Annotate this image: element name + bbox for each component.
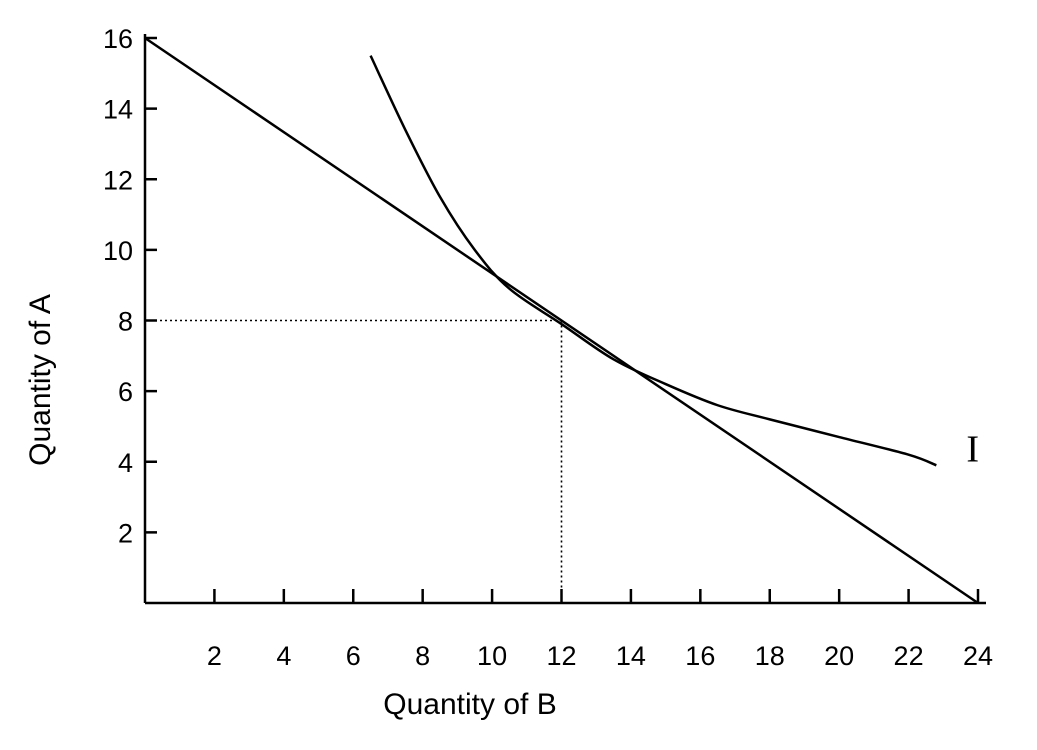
x-tick-label: 6 [346,641,361,671]
y-tick-label: 8 [118,307,133,337]
x-tick-label: 16 [685,641,715,671]
y-tick-label: 6 [118,377,133,407]
y-tick-label: 14 [103,95,133,125]
x-tick-label: 8 [415,641,430,671]
x-axis-title: Quantity of B [383,688,556,721]
x-tick-label: 18 [755,641,785,671]
x-tick-label: 22 [894,641,924,671]
curve-label-I: I [966,428,979,470]
y-tick-label: 16 [103,24,133,54]
series [144,36,979,605]
x-tick-label: 24 [963,641,993,671]
y-tick-label: 2 [118,518,133,548]
x-tick-label: 4 [276,641,291,671]
x-tick-label: 12 [546,641,576,671]
x-tick-label: 2 [207,641,222,671]
y-tick-label: 12 [103,165,133,195]
y-tick-label: 10 [103,236,133,266]
indifference-curve [369,55,937,467]
budget-line [144,36,979,605]
y-axis-title: Quantity of A [24,294,57,466]
x-tick-label: 20 [824,641,854,671]
labels: I [966,428,979,470]
x-tick-label: 14 [616,641,646,671]
x-tick-label: 10 [477,641,507,671]
y-tick-label: 4 [118,448,133,478]
tangency-guides [145,319,563,603]
